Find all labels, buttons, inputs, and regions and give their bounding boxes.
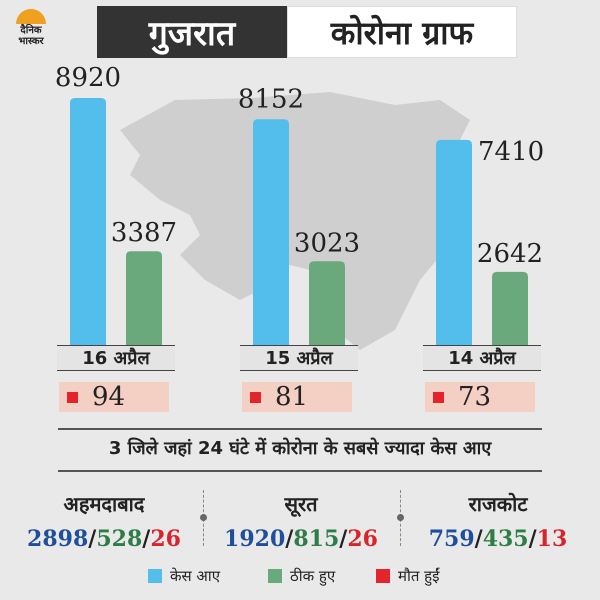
legend-label: केस आए bbox=[170, 567, 221, 585]
divider-dot bbox=[200, 514, 207, 521]
death-value-label: 94 bbox=[92, 382, 126, 412]
legend-label: ठीक हुए bbox=[290, 567, 336, 585]
death-count-box: 73 bbox=[425, 382, 535, 412]
logo-line2: भास्कर bbox=[18, 36, 44, 47]
divider-top bbox=[58, 428, 542, 430]
legend-item: ठीक हुए bbox=[268, 566, 335, 586]
district-numbers: 1920/815/26 bbox=[201, 526, 401, 552]
district-deaths: 13 bbox=[536, 526, 568, 552]
divider-bottom bbox=[58, 470, 542, 472]
death-value-label: 81 bbox=[275, 382, 309, 412]
death-marker-icon bbox=[67, 391, 78, 403]
legend-swatch bbox=[376, 569, 390, 583]
legend-label: मौत हुईं bbox=[398, 567, 440, 585]
state-title: गुजरात bbox=[97, 6, 287, 58]
date-label: 16 अप्रैल bbox=[57, 345, 175, 371]
dainik-bhaskar-logo: दैनिक भास्कर bbox=[0, 0, 62, 56]
cases-value-label: 8920 bbox=[55, 63, 121, 93]
date-label: 14 अप्रैल bbox=[423, 345, 541, 371]
separator: / bbox=[88, 526, 97, 552]
districts-heading: 3 जिले जहां 24 घंटे में कोरोना के सबसे ज… bbox=[108, 438, 492, 459]
death-count-box: 81 bbox=[242, 382, 352, 412]
district-deaths: 26 bbox=[347, 526, 378, 552]
district-recovered: 528 bbox=[96, 526, 143, 552]
death-marker-icon bbox=[250, 391, 261, 403]
district-recovered: 815 bbox=[293, 526, 340, 552]
legend-item: मौत हुईं bbox=[376, 566, 440, 586]
separator: / bbox=[285, 526, 294, 552]
district-deaths: 26 bbox=[150, 526, 181, 552]
district-name: राजकोट bbox=[468, 492, 528, 516]
recovered-value-label: 2642 bbox=[477, 239, 543, 269]
cases-value-label: 8152 bbox=[238, 84, 304, 114]
bar-cases bbox=[253, 119, 289, 346]
bar-group: 8920 8152 7410 3387 3023 2642 bbox=[55, 63, 544, 346]
death-marker-icon bbox=[433, 391, 444, 403]
legend-swatch bbox=[268, 569, 282, 583]
date-label: 15 अप्रैल bbox=[240, 345, 358, 371]
bar-recovered bbox=[126, 251, 162, 345]
recovered-value-label: 3387 bbox=[111, 218, 177, 248]
separator: / bbox=[528, 526, 537, 552]
divider-dot bbox=[397, 514, 404, 521]
bar-cases bbox=[436, 139, 472, 345]
logo-line1: दैनिक bbox=[20, 25, 42, 36]
district-name: सूरत bbox=[284, 492, 318, 516]
bar-cases bbox=[70, 98, 106, 345]
cases-value-label: 7410 bbox=[478, 137, 544, 167]
district-numbers: 759/435/13 bbox=[398, 526, 598, 552]
separator: / bbox=[474, 526, 483, 552]
district-cases: 2898 bbox=[27, 526, 89, 552]
gujarat-map-silhouette bbox=[120, 92, 470, 350]
bar-recovered bbox=[309, 261, 345, 345]
bar-recovered bbox=[492, 271, 528, 345]
bar-chart: 8920 8152 7410 3387 3023 2642 bbox=[55, 63, 544, 350]
page-title: कोरोना ग्राफ bbox=[287, 6, 517, 58]
death-count-box: 94 bbox=[59, 382, 169, 412]
recovered-value-label: 3023 bbox=[294, 228, 360, 258]
separator: / bbox=[339, 526, 348, 552]
district-numbers: 2898/528/26 bbox=[4, 526, 204, 552]
sun-icon bbox=[16, 9, 46, 24]
legend-item: केस आए bbox=[148, 566, 220, 586]
district-cases: 759 bbox=[428, 526, 475, 552]
district-cases: 1920 bbox=[224, 526, 286, 552]
district-name: अहमदाबाद bbox=[63, 492, 145, 516]
legend-swatch bbox=[148, 569, 162, 583]
death-value-label: 73 bbox=[458, 382, 492, 412]
separator: / bbox=[142, 526, 151, 552]
district-recovered: 435 bbox=[482, 526, 529, 552]
